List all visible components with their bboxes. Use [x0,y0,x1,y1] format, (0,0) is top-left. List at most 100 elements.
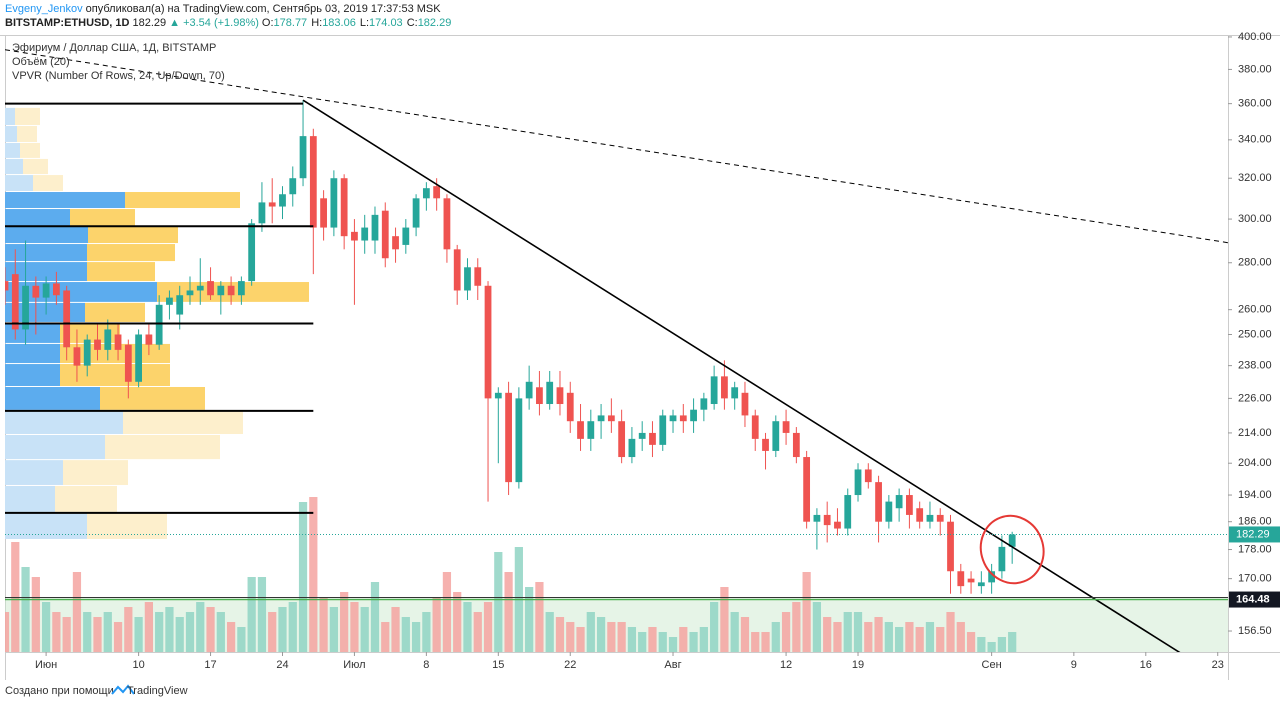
volume-bar [812,602,822,652]
y-tick-label: 178.00 [1238,543,1272,555]
vpvr-down [85,302,145,322]
vpvr-up [5,485,55,512]
vpvr-down [87,244,175,262]
volume-bar [833,622,842,652]
volume-bar [905,622,914,652]
candle-body [63,290,71,348]
candle-body [494,392,502,399]
candle-body [11,274,19,330]
candle-body [22,285,29,330]
candle-body [751,415,759,439]
trendline [302,99,1181,652]
candle-body [166,297,173,305]
volume-bar [494,552,503,652]
candle-body [844,495,852,529]
volume-bar [247,577,256,652]
candle-body [32,285,40,298]
volume-bar [987,642,996,652]
ohlc-label: O: [261,17,274,29]
volume-bar [370,582,380,652]
volume-bar [401,617,410,652]
y-tick-label: 300.00 [1238,213,1272,225]
volume-bar [925,622,935,652]
legend-volume: Объём (20) [12,56,70,68]
y-tick-label: 260.00 [1238,304,1272,316]
volume-bar [525,587,534,652]
volume-bar [617,622,626,652]
candle-body [649,432,656,445]
y-tick-label: 320.00 [1238,172,1272,184]
volume-bar [185,612,195,652]
volume-bar [175,617,184,652]
volume-bar [843,612,852,652]
author[interactable]: Evgeny_Jenkov [5,3,83,15]
last-price-box [1229,526,1280,543]
y-tick-label: 380.00 [1238,63,1272,75]
volume-bar [31,577,40,652]
candle-body [762,438,769,451]
publish-line: Evgeny_Jenkov опубликовал(а) на TradingVi… [5,3,444,15]
candle-body [875,482,882,522]
candle-body [83,339,91,366]
vpvr-up [5,143,20,158]
candle-body [577,421,584,439]
volume-bar [381,622,390,652]
candle-body [330,178,338,228]
candle-body [104,329,112,350]
volume-bar [956,622,965,652]
candle-body [926,514,934,522]
volume-bar [360,607,369,652]
volume-bar [268,612,277,652]
volume-bar [853,612,863,652]
y-tick-label: 238.00 [1238,360,1272,372]
volume-bar [689,632,698,652]
candle-body [176,295,184,315]
candle-body [895,495,903,509]
volume-bar [41,602,51,652]
candle-body [864,469,872,483]
volume-bar [124,607,133,652]
highlight-ellipse [979,514,1045,585]
candle-body [957,571,965,587]
candle-body [196,285,204,291]
candle-body [556,387,564,405]
volume-bar [648,627,657,652]
vpvr-up [5,209,70,226]
candle-body [546,381,554,405]
volume-bar [288,602,297,652]
vpvr-up [5,226,88,244]
volume-bar [21,567,30,652]
candle-body [741,392,749,416]
vpvr-up [5,343,60,364]
candle-body [351,231,358,241]
candle-body [813,514,821,522]
volume-bar [257,577,267,652]
x-tick-label: Июн [35,659,57,671]
footer-brand[interactable]: TradingView [127,685,188,697]
volume-bar [792,602,801,652]
volume-bar [545,612,554,652]
volume-bar [52,612,61,652]
candle-body [947,521,954,572]
y-tick-label: 400.00 [1238,31,1272,43]
volume-bar [72,572,82,652]
ohlc-value: 178.77 [273,17,308,29]
x-tick-label: 10 [132,659,144,671]
x-tick-label: 9 [1071,659,1077,671]
vpvr-down [23,158,48,175]
candle-body [515,398,523,483]
volume-bar [134,617,143,652]
x-tick-label: Июл [343,659,365,671]
volume-bar [576,627,585,652]
volume-bar [946,612,955,652]
x-tick-label: 8 [423,659,429,671]
candle-body [700,398,708,410]
vpvr-up [5,512,87,540]
candle-body [392,236,399,250]
candle-body [412,198,420,228]
candle-body [320,198,327,228]
x-tick-label: Сен [982,659,1002,671]
vpvr-up [5,460,63,485]
volume-bar [710,602,719,652]
